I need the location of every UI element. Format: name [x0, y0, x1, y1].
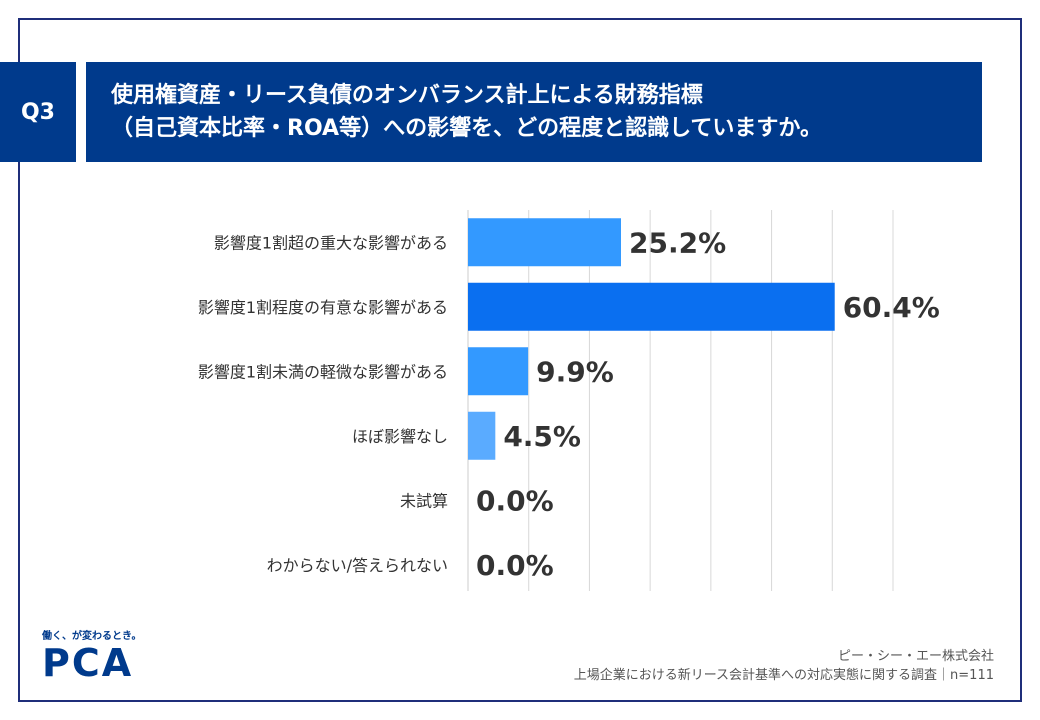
source-note: ピー・シー・エー株式会社 上場企業における新リース会計基準への対応実態に関する調…	[574, 647, 994, 685]
category-label: ほぼ影響なし	[352, 427, 448, 446]
category-label: 影響度1割未満の軽微な影響がある	[198, 362, 448, 381]
question-title: 使用権資産・リース負債のオンバランス計上による財務指標 （自己資本比率・ROA等…	[86, 62, 982, 162]
category-label: 影響度1割超の重大な影響がある	[214, 233, 448, 252]
bar	[468, 282, 835, 331]
value-label: 0.0%	[476, 549, 554, 582]
value-label: 25.2%	[629, 226, 726, 259]
value-label: 0.0%	[476, 484, 554, 517]
category-label: 未試算	[400, 491, 448, 510]
value-label: 9.9%	[536, 355, 614, 388]
pca-logo: PCA	[42, 641, 134, 685]
brand-tagline: 働く、が変わるとき。	[42, 631, 142, 642]
question-title-line1: 使用権資産・リース負債のオンバランス計上による財務指標	[111, 83, 703, 108]
bar	[468, 218, 621, 267]
source-survey: 上場企業における新リース会計基準への対応実態に関する調査｜n=111	[573, 668, 994, 683]
question-title-line2: （自己資本比率・ROA等）への影響を、どの程度と認識していますか。	[111, 116, 822, 141]
question-number: Q3	[0, 62, 76, 162]
chart-frame	[18, 18, 1022, 702]
bar	[468, 411, 496, 460]
category-label: 影響度1割程度の有意な影響がある	[198, 298, 448, 317]
bar	[468, 347, 529, 396]
source-company: ピー・シー・エー株式会社	[837, 649, 994, 664]
value-label: 60.4%	[843, 291, 940, 324]
value-label: 4.5%	[503, 420, 581, 453]
category-label: わからない/答えられない	[267, 556, 448, 575]
